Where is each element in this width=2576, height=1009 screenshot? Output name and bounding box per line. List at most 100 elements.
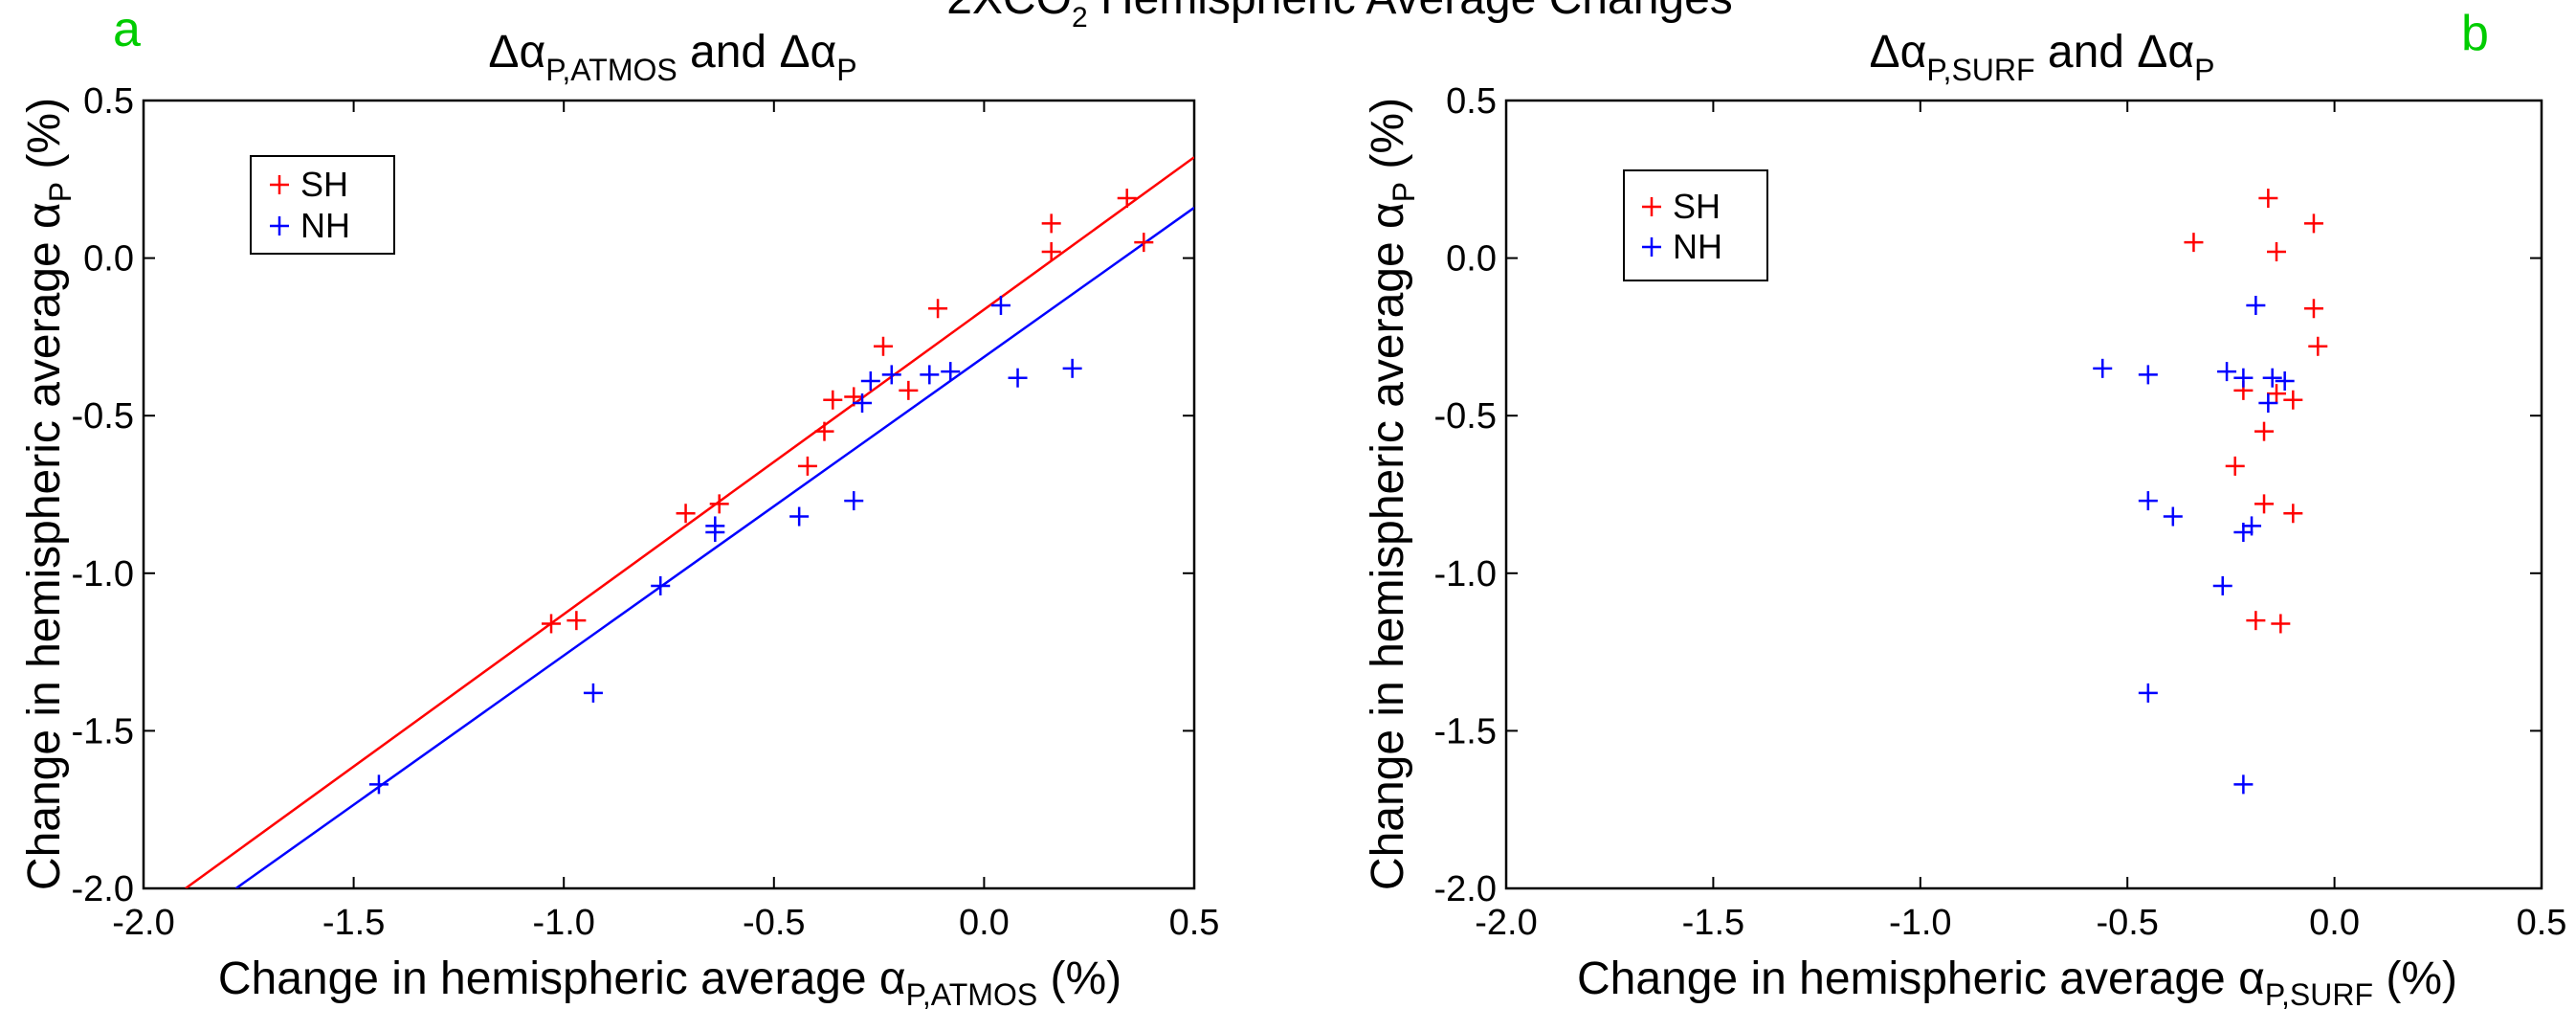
panel-b-ytick-label: -1.5 — [1434, 711, 1497, 751]
panel-b-point-sh — [2267, 384, 2287, 404]
panel-a-point-sh — [1041, 242, 1061, 262]
panel-a-ytick-label: -1.0 — [72, 554, 134, 594]
panel-a-tick-labels: -2.0 -1.5 -1.0 -0.5 0.0 0.5 -2.0 -1.5 -1.0 -0.5 0.… — [72, 81, 1220, 943]
panel-a-ytick-label: -0.5 — [72, 396, 134, 437]
panel-b-point-nh — [2212, 575, 2232, 595]
panel-a-xtick-label: 0.5 — [1169, 903, 1220, 943]
panel-a-point-nh — [920, 365, 940, 385]
panel-a-ytick-label: 0.5 — [83, 81, 134, 122]
panel-letter-b: b — [2461, 6, 2489, 61]
panel-a-xtick-label: -1.0 — [532, 903, 594, 943]
panel-b-point-nh — [2163, 506, 2183, 527]
panel-a-legend-nh-label: NH — [300, 206, 350, 245]
panel-b-point-sh — [2308, 336, 2328, 356]
panel-b-ticks — [1505, 100, 2543, 889]
panel-a-title: ΔαP,ATMOS and ΔαP — [488, 27, 856, 87]
panel-b-legend: SH NH — [1623, 169, 1768, 281]
panel-b-xtick-label: 0.5 — [2517, 903, 2567, 943]
panel-b-point-nh — [2233, 523, 2254, 543]
panel-b-point-nh — [2138, 491, 2158, 511]
panel-a-legend-nh-marker — [270, 216, 289, 235]
panel-a-point-nh — [990, 295, 1010, 315]
panel-b-point-sh — [2303, 213, 2323, 234]
panel-b-point-nh — [2233, 774, 2254, 795]
panel-b-point-sh — [2271, 614, 2291, 634]
panel-b-point-sh — [2283, 390, 2303, 410]
panel-b-ytick-label: 0.5 — [1446, 81, 1497, 122]
panel-a-point-nh — [1008, 368, 1028, 388]
panel-b-point-nh — [2262, 368, 2282, 388]
panel-b-point-nh — [2138, 365, 2158, 385]
panel-a-plot-area — [142, 99, 1196, 890]
panel-a-ticks — [143, 100, 1195, 889]
panel-b-xtick-label: -0.5 — [2096, 903, 2158, 943]
panel-a-point-nh — [941, 362, 961, 382]
panel-b-point-nh — [2217, 362, 2237, 382]
panel-b-point-nh — [2138, 683, 2158, 703]
panel-b-point-sh — [2184, 233, 2204, 253]
panel-a-point-sh — [928, 299, 948, 319]
panel-b-legend-nh-marker — [1642, 237, 1661, 257]
panel-b-xtick-label: -1.5 — [1682, 903, 1744, 943]
panel-a-ylabel: Change in hemispheric average αP (%) — [19, 98, 78, 890]
panel-a-fit-lines — [185, 156, 1194, 888]
panel-b-tick-labels: -2.0 -1.5 -1.0 -0.5 0.0 0.5 -2.0 -1.5 -1.0 -0.5 0.… — [1434, 81, 2567, 943]
panel-a-legend-sh-label: SH — [300, 165, 348, 204]
panel-b-point-nh — [2275, 370, 2295, 391]
panel-b-point-nh — [2233, 368, 2254, 388]
panel-a-point-sh — [1134, 233, 1154, 253]
panel-b-point-sh — [2267, 242, 2287, 262]
panel-b-ytick-label: 0.0 — [1446, 239, 1497, 280]
panel-a-xtick-label: -1.5 — [322, 903, 385, 943]
panel-a-point-sh — [1041, 213, 1061, 234]
panel-b-title: ΔαP,SURF and ΔαP — [1870, 27, 2215, 87]
panel-a-point-sh — [899, 380, 919, 400]
panel-b-point-nh — [2258, 393, 2278, 414]
panel-a-point-sh — [542, 614, 562, 634]
panel-b-plot-area — [1504, 99, 2543, 890]
panel-b-point-sh — [2225, 456, 2245, 476]
panel-a-point-sh — [676, 504, 696, 524]
panel-a-ytick-label: 0.0 — [83, 239, 134, 280]
panel-b-point-nh — [2093, 358, 2113, 378]
panel-a-point-sh — [709, 494, 729, 514]
panel-a-legend: SH NH — [250, 155, 395, 255]
panel-b-point-sh — [2283, 504, 2303, 524]
panel-a-fit-line-nh — [234, 206, 1194, 888]
panel-b-xtick-label: -2.0 — [1475, 903, 1537, 943]
panel-a-point-sh — [814, 421, 834, 441]
panel-b-xlabel: Change in hemispheric average αP,SURF (%… — [1577, 953, 2457, 1009]
panel-a-point-sh — [1117, 189, 1137, 209]
panel-b-point-sh — [2303, 299, 2323, 319]
panel-a-point-nh — [881, 365, 901, 385]
panel-a-point-nh — [368, 774, 389, 795]
panel-a-legend-box — [250, 155, 395, 255]
figure-suptitle: 2XCO2 Hemispheric Average Changes — [946, 0, 1733, 34]
panel-b: b ΔαP,SURF and ΔαP -2.0 -1.5 -1.0 -0.5 0.0 0.… — [1363, 6, 2566, 1009]
panel-b-xtick-label: -1.0 — [1889, 903, 1951, 943]
panel-letter-a: a — [113, 2, 141, 57]
panel-b-legend-nh-label: NH — [1673, 227, 1722, 266]
panel-a-point-nh — [651, 575, 671, 595]
panel-b-point-sh — [2258, 189, 2278, 209]
panel-b-legend-box — [1623, 169, 1768, 281]
panel-a-point-nh — [853, 393, 873, 414]
panel-a-ytick-label: -1.5 — [72, 711, 134, 751]
panel-a-xtick-label: 0.0 — [959, 903, 1010, 943]
panel-a-points — [368, 189, 1154, 795]
panel-a-legend-sh-marker — [270, 175, 289, 194]
panel-b-point-sh — [2246, 611, 2266, 631]
panel-b-ytick-label: -0.5 — [1434, 396, 1497, 437]
panel-a-xtick-label: -0.5 — [743, 903, 805, 943]
panel-a-xlabel: Change in hemispheric average αP,ATMOS (… — [218, 953, 1121, 1009]
panel-a-point-sh — [823, 390, 843, 410]
panel-b-ytick-label: -1.0 — [1434, 554, 1497, 594]
panel-b-point-sh — [2254, 494, 2275, 514]
panel-b-point-sh — [2254, 421, 2275, 441]
panel-a: a ΔαP,ATMOS and ΔαP -2.0 -1.5 -1.0 -0.5 0.0 0… — [19, 2, 1219, 1009]
panel-b-xtick-label: 0.0 — [2309, 903, 2360, 943]
panel-b-ytick-label: -2.0 — [1434, 869, 1497, 909]
panel-a-point-nh — [789, 506, 810, 527]
panel-b-legend-sh-label: SH — [1673, 187, 1721, 226]
